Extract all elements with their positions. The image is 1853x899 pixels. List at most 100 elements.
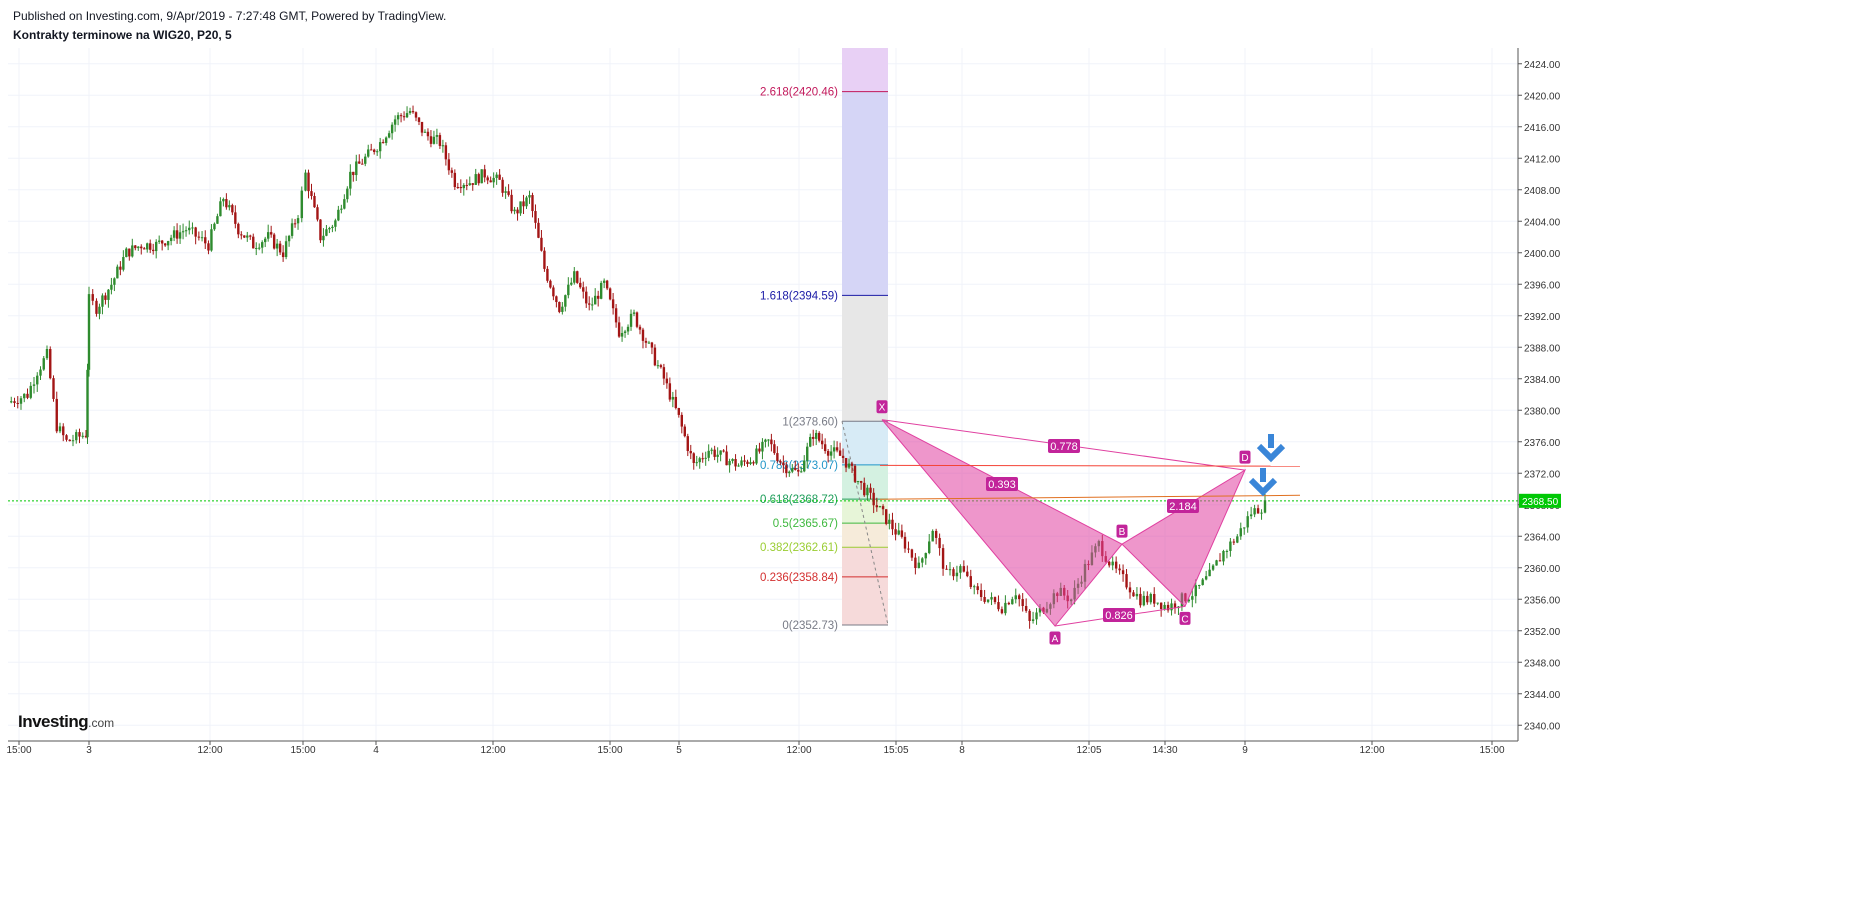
candle-body [737,465,740,467]
pattern-ratio-label: 0.778 [1050,441,1078,453]
candle-body [647,342,651,344]
candle-body [134,245,137,249]
candle-body [272,234,276,249]
candle-body [761,441,764,452]
candle-body [313,196,316,208]
x-tick-label: 12:00 [1359,745,1384,756]
candle-body [1173,603,1177,609]
candle-body [426,131,430,137]
candle-body [856,480,860,482]
candle-body [1108,561,1111,566]
candle-body [387,133,391,138]
pattern-point-badge [1116,524,1128,538]
candle-body [1225,550,1229,552]
candle-body [429,136,433,144]
candle-body [375,151,379,153]
candle-body [910,549,914,558]
trend-line [879,494,1301,500]
candle-body [325,229,328,236]
candle-body [829,451,833,456]
last-price-label: 2368.50 [1522,497,1559,508]
candle-body [746,461,749,464]
candle-body [525,197,528,207]
candle-body [1118,568,1121,571]
candle-body [823,444,827,452]
candle-body [355,161,358,176]
candle-body [65,435,68,440]
last-price-tag [1519,493,1561,508]
candle-body [1236,536,1239,543]
candle-body [420,121,424,133]
candle-body [1166,604,1170,611]
candle-body [307,172,310,192]
candle-body [1011,599,1014,605]
candle-body [459,187,463,189]
candle-body [881,506,885,510]
candle-body [465,185,468,187]
candle-body [1198,584,1201,586]
candle-body [200,237,204,239]
candle-body [638,326,642,330]
fib-level-label: 1(2378.60) [782,416,838,428]
candle-body [522,201,525,207]
candle-body [498,174,501,180]
candle-body [316,207,319,220]
candles [10,105,1267,629]
candle-body [850,463,854,466]
candle-body [453,172,457,188]
candle-body [1007,602,1011,605]
candle-body [373,149,376,153]
candle-body [91,294,94,301]
candle-body [570,282,573,285]
candle-body [213,223,216,230]
candle-body [480,169,483,184]
pattern-point-label-C: C [1181,614,1188,625]
candle-body [381,142,385,144]
candle-body [184,230,188,232]
candle-body [122,257,125,270]
candle-body [447,159,451,171]
candle-body [216,216,219,224]
published-caption: Published on Investing.com, 9/Apr/2019 -… [13,9,447,23]
candle-body [1132,592,1135,597]
candle-body [399,115,403,117]
candle-body [924,553,927,559]
candle-body [1004,602,1007,614]
candle-body [1125,574,1128,588]
fib-band [842,547,888,577]
candle-body [456,187,460,189]
y-tick-label: 2380.00 [1524,406,1561,417]
candle-body [812,436,815,439]
candle-body [853,465,857,482]
candle-body [197,236,201,238]
candle-body [537,222,540,238]
candle-body [510,194,513,212]
x-tick-label: 3 [86,745,92,756]
candle-body [402,116,406,118]
candle-body [863,482,866,496]
candle-body [1139,593,1142,606]
candle-body [692,453,695,463]
candle-body [240,234,243,236]
candle-body [489,180,492,183]
candle-body [979,590,983,597]
candle-body [1201,579,1204,585]
candle-body [1014,595,1017,600]
candle-body [84,435,88,438]
instrument-title: Kontrakty terminowe na WIG20, P20, 5 [13,28,232,42]
candle-body [716,454,719,457]
candle-body [504,191,507,193]
grid [8,48,1518,741]
candle-body [154,241,158,252]
pattern-xab-triangle [881,419,1123,627]
candle-body [938,537,941,549]
candle-body [869,487,872,493]
pattern-point-label-B: B [1119,527,1126,538]
candle-body [791,468,794,472]
candle-body [1021,599,1024,606]
pattern-ratio-badge [986,477,1018,491]
candle-body [396,115,400,120]
candle-body [107,289,110,300]
y-tick-label: 2372.00 [1524,469,1561,480]
